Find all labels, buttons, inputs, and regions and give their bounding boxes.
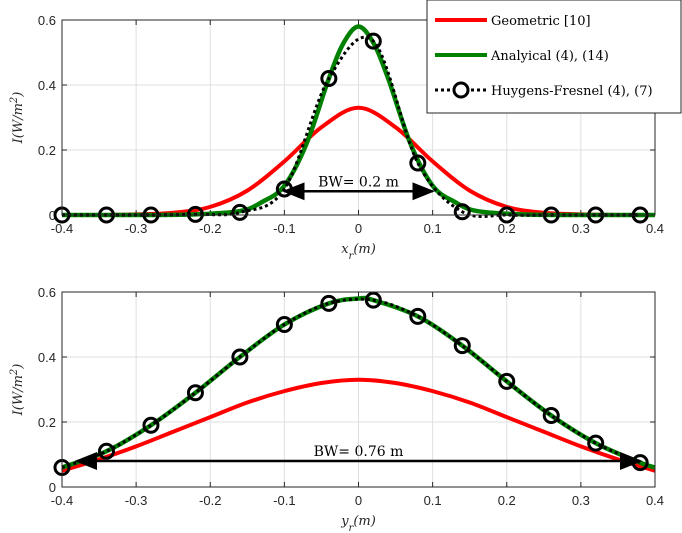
bottom-plot: -0.4 -0.3 -0.2 -0.1 0 0.1 0.2 0.3 0.4 0 0.2 0.4 0.6 B…	[9, 285, 665, 533]
y-tick-label: 0.2	[38, 415, 56, 430]
x-tick-label: 0.2	[498, 221, 516, 236]
data-marker	[409, 307, 427, 325]
x-tick-label: -0.1	[273, 221, 295, 236]
x-tick-label: -0.4	[51, 493, 73, 508]
axes-frame	[61, 291, 656, 488]
data-marker	[364, 32, 382, 50]
x-tick-label: 0.1	[424, 493, 442, 508]
series-line-analytical	[61, 24, 656, 218]
x-axis-label: xr(m)	[341, 242, 376, 262]
x-tick-label: 0.4	[646, 493, 664, 508]
series-line-geometric	[61, 377, 656, 473]
legend-label: Huygens-Fresnel (4), (7)	[491, 84, 653, 99]
y-tick-label: 0.2	[38, 143, 56, 158]
data-marker	[498, 372, 516, 390]
data-marker	[231, 203, 249, 221]
x-tick-label: -0.2	[199, 221, 221, 236]
data-marker	[453, 337, 471, 355]
data-marker	[320, 294, 338, 312]
x-tick-label: 0	[355, 493, 362, 508]
legend-marker	[452, 81, 470, 99]
y-tick-label: 0.4	[38, 78, 56, 93]
data-marker	[587, 434, 605, 452]
y-tick-label: 0.6	[38, 13, 56, 28]
y-tick-label: 0.4	[38, 350, 56, 365]
x-tick-label: 0	[355, 221, 362, 236]
data-marker	[542, 407, 560, 424]
x-tick-label: 0.3	[572, 493, 590, 508]
data-marker	[186, 205, 204, 223]
data-marker	[142, 416, 160, 434]
legend-label: Geometric [10]	[491, 14, 591, 29]
x-tick-label: 0.3	[572, 221, 590, 236]
x-tick-label: 0.2	[498, 493, 516, 508]
x-tick-label: 0.1	[424, 221, 442, 236]
legend-label: Analyical (4), (14)	[490, 49, 609, 64]
axes-frame	[61, 19, 656, 216]
legend: Geometric [10] Analyical (4), (14) Huygens…	[426, 0, 682, 114]
x-tick-label: -0.4	[51, 221, 73, 236]
y-axis-label: I(W/m2)	[9, 92, 27, 145]
data-marker	[320, 70, 338, 87]
data-marker	[186, 384, 204, 402]
x-axis-label: yr(m)	[340, 514, 376, 533]
data-marker	[275, 316, 293, 333]
x-tick-label: -0.1	[273, 493, 295, 508]
y-tick-label: 0	[49, 208, 56, 223]
x-tick-label: -0.2	[199, 493, 221, 508]
data-marker	[231, 348, 249, 366]
x-tick-label: -0.3	[125, 493, 147, 508]
series-line-huygens-fresnel	[61, 297, 641, 469]
data-marker	[364, 291, 382, 309]
x-tick-label: 0.4	[646, 221, 664, 236]
data-marker	[453, 203, 471, 221]
bandwidth-label: BW= 0.2 m	[318, 174, 399, 190]
y-tick-label: 0.6	[38, 285, 56, 300]
data-marker	[409, 154, 427, 172]
y-tick-label: 0	[49, 480, 56, 495]
y-axis-label: I(W/m2)	[9, 364, 27, 417]
x-tick-label: -0.3	[125, 221, 147, 236]
bandwidth-label: BW= 0.76 m	[314, 444, 404, 460]
